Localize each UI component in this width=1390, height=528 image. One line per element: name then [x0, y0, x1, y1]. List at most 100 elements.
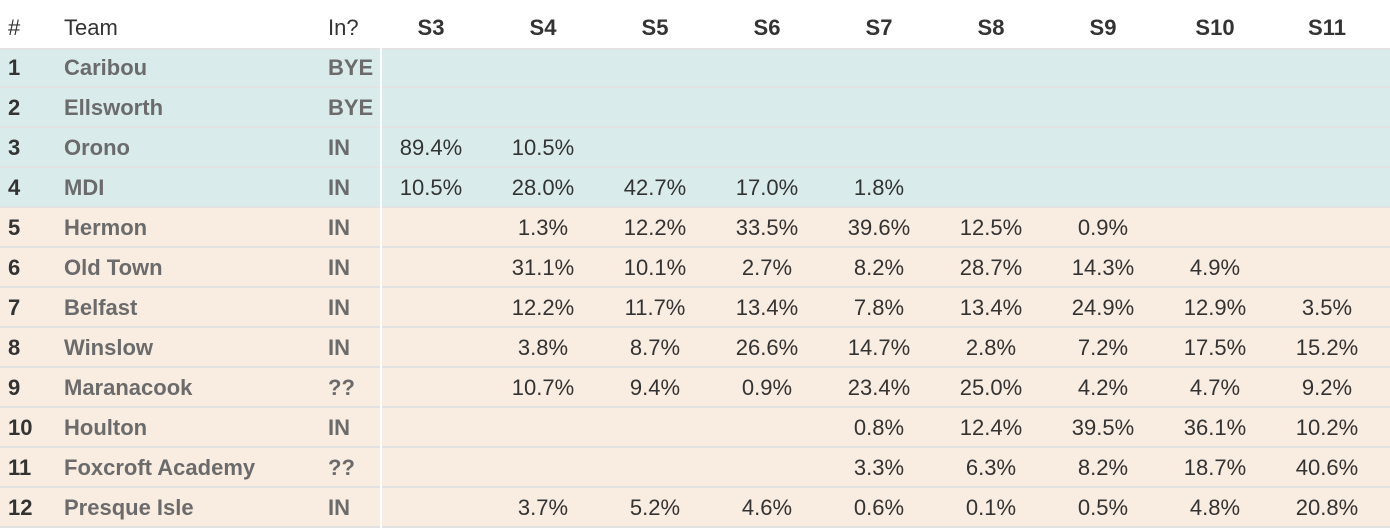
seed-probability: 10.7% [511, 375, 575, 400]
seed-probability: 14.7% [847, 335, 911, 360]
seed-probability: 6.3% [965, 455, 1017, 480]
header-cell: S11 [1308, 15, 1346, 40]
seed-probability: 20.8% [1295, 495, 1359, 520]
row-background [0, 488, 1390, 528]
status: IN [328, 175, 350, 200]
header-cell: S6 [753, 15, 781, 40]
row-background [0, 168, 1390, 208]
seed-probability: 39.6% [847, 215, 911, 240]
team-name: Hermon [64, 215, 148, 240]
seed-probability: 3.8% [517, 335, 569, 360]
seed-probability: 28.7% [959, 255, 1023, 280]
seed-probability: 25.0% [959, 375, 1023, 400]
seed-probability: 1.3% [517, 215, 569, 240]
row-background [0, 448, 1390, 488]
seed-probability: 4.8% [1189, 495, 1241, 520]
seed-probability: 0.6% [853, 495, 905, 520]
seed-probability: 7.2% [1077, 335, 1129, 360]
rank: 10 [8, 415, 33, 440]
seed-probability: 11.7% [624, 295, 686, 320]
seed-probability: 31.1% [511, 255, 575, 280]
seed-probability: 12.2% [623, 215, 687, 240]
rank: 7 [8, 295, 21, 320]
header-cell: S10 [1195, 15, 1235, 40]
row-background [0, 248, 1390, 288]
seed-probability: 26.6% [735, 335, 799, 360]
status: IN [328, 335, 350, 360]
header-cell: Team [64, 15, 118, 40]
seed-probability: 0.1% [965, 495, 1017, 520]
team-name: Maranacook [64, 375, 193, 400]
seed-probability: 1.8% [853, 175, 905, 200]
rank: 11 [8, 455, 32, 480]
rank: 3 [8, 135, 21, 160]
seed-probability: 40.6% [1295, 455, 1359, 480]
team-name: MDI [64, 175, 105, 200]
seed-probability: 2.7% [741, 255, 793, 280]
column-separator [380, 48, 382, 528]
seed-probability: 12.5% [959, 215, 1023, 240]
seed-probability: 10.2% [1295, 415, 1359, 440]
rank: 1 [8, 55, 21, 80]
status: IN [328, 135, 350, 160]
seed-probability: 42.7% [623, 175, 687, 200]
team-name: Houlton [64, 415, 148, 440]
seed-probability: 0.5% [1077, 495, 1129, 520]
seed-probability: 3.5% [1301, 295, 1353, 320]
row-background [0, 288, 1390, 328]
rank: 6 [8, 255, 21, 280]
seed-probability: 4.2% [1077, 375, 1129, 400]
row-background [0, 48, 1390, 88]
seed-probability: 39.5% [1071, 415, 1135, 440]
seed-probability: 10.5% [399, 175, 463, 200]
row-background [0, 408, 1390, 448]
seed-probability: 0.9% [741, 375, 793, 400]
seed-probability: 8.2% [853, 255, 905, 280]
seed-probability: 12.4% [959, 415, 1023, 440]
seed-probability: 5.2% [629, 495, 681, 520]
header-cell: S7 [865, 15, 893, 40]
rank: 5 [8, 215, 21, 240]
seed-probability: 4.7% [1189, 375, 1241, 400]
status: IN [328, 295, 350, 320]
seed-probability: 12.2% [511, 295, 575, 320]
status: ?? [328, 455, 355, 480]
seed-probability: 10.1% [623, 255, 687, 280]
status: BYE [328, 95, 374, 120]
status: ?? [328, 375, 355, 400]
rank: 8 [8, 335, 21, 360]
header-cell: S4 [529, 15, 557, 40]
seed-probability: 12.9% [1183, 295, 1247, 320]
team-name: Ellsworth [64, 95, 164, 120]
seed-probability: 14.3% [1071, 255, 1135, 280]
rank: 4 [8, 175, 21, 200]
seed-probability: 15.2% [1295, 335, 1359, 360]
team-name: Winslow [64, 335, 154, 360]
seed-probability: 0.8% [853, 415, 905, 440]
seed-probability: 18.7% [1183, 455, 1247, 480]
header-cell: In? [328, 15, 359, 40]
seed-probability: 8.2% [1077, 455, 1129, 480]
seed-probability: 23.4% [847, 375, 911, 400]
seed-probability: 4.6% [741, 495, 793, 520]
rank: 2 [8, 95, 21, 120]
seed-probability: 7.8% [853, 295, 905, 320]
row-background [0, 328, 1390, 368]
team-name: Belfast [64, 295, 138, 320]
seed-probability: 8.7% [629, 335, 681, 360]
rank: 12 [8, 495, 33, 520]
row-background [0, 208, 1390, 248]
seed-probability: 4.9% [1189, 255, 1241, 280]
seed-probability: 9.4% [629, 375, 681, 400]
seed-probability: 17.5% [1183, 335, 1247, 360]
team-name: Orono [64, 135, 130, 160]
header-cell: # [8, 15, 21, 40]
seed-probability: 13.4% [959, 295, 1023, 320]
seed-probability: 36.1% [1183, 415, 1247, 440]
team-name: Caribou [64, 55, 148, 80]
header-cell: S9 [1089, 15, 1117, 40]
status: IN [328, 415, 350, 440]
team-name: Foxcroft Academy [64, 455, 256, 480]
seed-probability: 3.3% [853, 455, 905, 480]
